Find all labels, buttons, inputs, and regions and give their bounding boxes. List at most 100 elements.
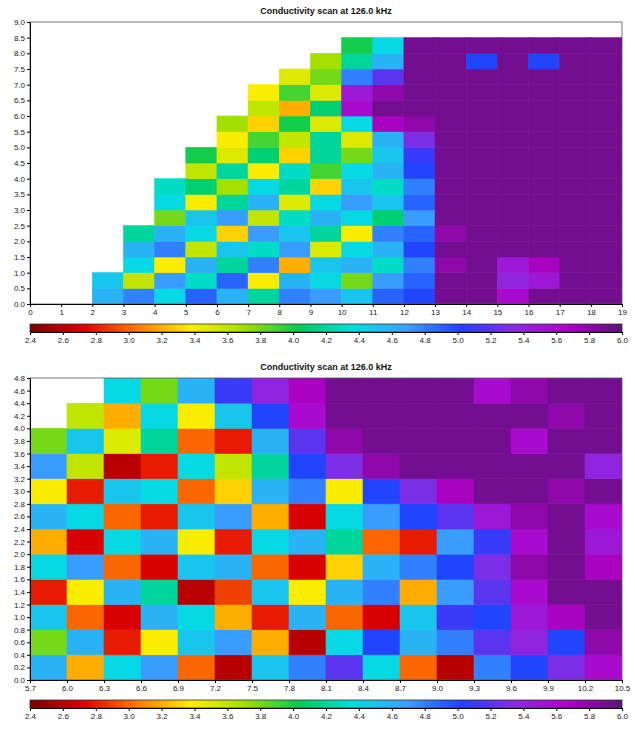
x-tick: 7.2 [210, 680, 222, 693]
y-tick-mark [27, 428, 30, 429]
colorbar-tick-label: 3.6 [222, 712, 234, 721]
heatmap-cell [155, 257, 186, 273]
heatmap-cell [548, 403, 585, 428]
heatmap-cell [326, 403, 363, 428]
heatmap-cell [30, 504, 67, 529]
heatmap-cell [591, 100, 622, 116]
colorbar-tick: 3.0 [124, 332, 136, 345]
heatmap-cell [404, 273, 435, 289]
heatmap-cell [474, 529, 511, 554]
x-tick-label: 13 [431, 308, 440, 317]
x-tick-mark [363, 680, 364, 683]
heatmap-cell [67, 655, 104, 680]
heatmap-cell [342, 226, 373, 242]
heatmap-cell [404, 288, 435, 304]
heatmap-cell [474, 579, 511, 604]
x-tick-mark [435, 304, 436, 307]
heatmap-cell [548, 630, 585, 655]
colorbar-axis-line [31, 709, 623, 712]
colorbar-tick-label: 3.4 [189, 712, 201, 721]
heatmap-cell [217, 226, 248, 242]
heatmap-cell [466, 210, 497, 226]
heatmap-cell [123, 241, 154, 257]
y-tick-label: 2.0 [14, 237, 26, 246]
heatmap-cell [497, 116, 528, 132]
y-tick-mark [27, 304, 30, 305]
x-axis: 5.76.06.36.66.97.27.57.88.18.48.79.09.39… [25, 680, 631, 693]
heatmap-cell [67, 630, 104, 655]
colorbar-tick: 6.0 [617, 708, 629, 721]
y-tick-label: 0.0 [14, 300, 26, 309]
heatmap-cell [342, 69, 373, 85]
heatmap-cell [248, 100, 279, 116]
x-tick-mark [326, 680, 327, 683]
colorbar-tick-label: 4.2 [321, 336, 333, 345]
heatmap-cell [529, 147, 560, 163]
y-tick-mark [27, 655, 30, 656]
y-tick-mark [27, 529, 30, 530]
heatmap-cell [310, 147, 341, 163]
heatmap-cell [141, 479, 178, 504]
heatmap-cell [437, 605, 474, 630]
heatmap-cell [560, 38, 591, 54]
heatmap-cell [404, 85, 435, 101]
heatmap-cell [310, 163, 341, 179]
y-tick-label: 0.5 [14, 284, 26, 293]
heatmap-cell [373, 210, 404, 226]
y-tick: 1.4 [14, 588, 30, 597]
colorbar-tick-label: 5.2 [485, 712, 497, 721]
heatmap-cell [248, 210, 279, 226]
x-tick-label: 8.1 [321, 684, 333, 693]
colorbar-tick-mark [326, 708, 327, 711]
x-tick-label: 6 [215, 308, 220, 317]
heatmap-cell [342, 85, 373, 101]
colorbar-tick: 5.0 [452, 708, 464, 721]
y-tick-mark [27, 542, 30, 543]
heatmap-cell [497, 147, 528, 163]
x-tick-label: 5.7 [25, 684, 37, 693]
heatmap-cell [560, 85, 591, 101]
heatmap-cell [404, 241, 435, 257]
heatmap-cell [310, 226, 341, 242]
heatmap-cell [466, 163, 497, 179]
y-tick-label: 7.5 [14, 65, 26, 74]
y-tick-mark [27, 516, 30, 517]
y-tick-mark [27, 116, 30, 117]
heatmap-cell [437, 479, 474, 504]
heatmap-cell [497, 210, 528, 226]
colorbar-tick: 2.6 [58, 708, 70, 721]
y-tick-mark [27, 667, 30, 668]
heatmap-cell [529, 132, 560, 148]
colorbar-tick-label: 2.6 [58, 336, 70, 345]
heatmap-cell [92, 273, 123, 289]
x-tick-label: 6.6 [136, 684, 148, 693]
colorbar-tick-mark [129, 708, 130, 711]
y-tick-mark [27, 288, 30, 289]
y-tick-mark [27, 403, 30, 404]
heatmap-cell [178, 529, 215, 554]
heatmap-cell [497, 132, 528, 148]
colorbar-tick-mark [260, 708, 261, 711]
heatmap-cell [215, 655, 252, 680]
heatmap-cell [400, 403, 437, 428]
heatmap-cell [591, 179, 622, 195]
y-tick: 8.0 [14, 49, 30, 58]
colorbar-tick-mark [589, 708, 590, 711]
x-tick-mark [252, 680, 253, 683]
heatmap-cell [252, 403, 289, 428]
y-tick-label: 2.2 [14, 538, 26, 547]
y-tick-label: 2.5 [14, 222, 26, 231]
x-tick: 10 [338, 304, 347, 317]
colorbar-tick-mark [30, 708, 31, 711]
heatmap-cell [585, 428, 622, 453]
colorbar-tick: 2.8 [91, 332, 103, 345]
heatmap-cell [373, 226, 404, 242]
heatmap-cell [400, 529, 437, 554]
heatmap-cell [466, 116, 497, 132]
heatmap-cell [373, 100, 404, 116]
y-tick-mark [27, 454, 30, 455]
heatmap-cell [248, 273, 279, 289]
heatmap-cell [155, 179, 186, 195]
heatmap-cell [289, 605, 326, 630]
heatmap-cell [591, 69, 622, 85]
